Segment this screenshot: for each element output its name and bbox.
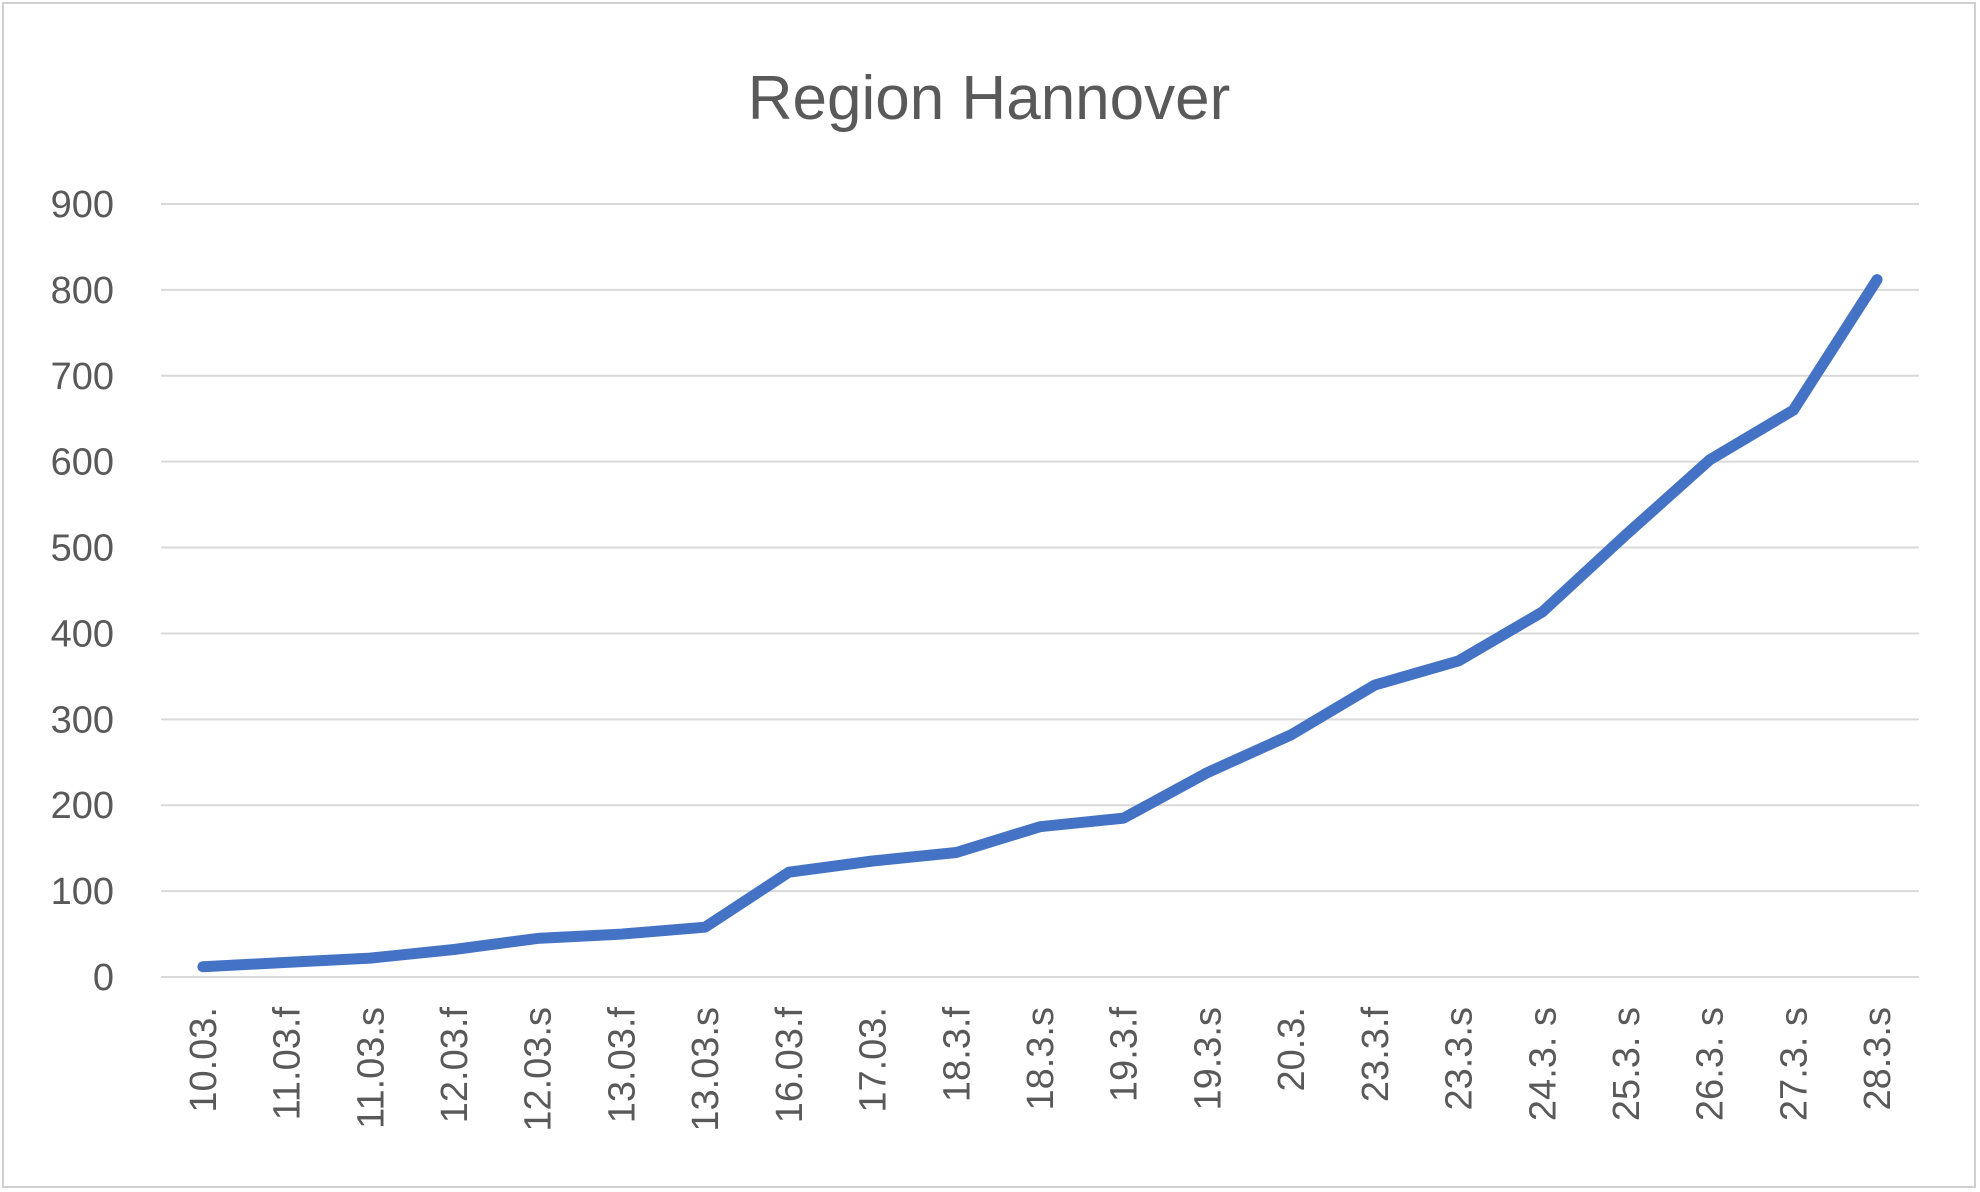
data-point [1541, 610, 1544, 613]
x-tick-label: 13.03.s [685, 1007, 727, 1132]
data-point [787, 871, 790, 874]
gridlines [161, 203, 1919, 978]
data-point [369, 957, 372, 960]
y-tick-label-800: 800 [51, 270, 114, 312]
x-tick-label: 17.03. [853, 1007, 895, 1113]
y-tick-label-900: 900 [51, 184, 114, 226]
data-point [1206, 771, 1209, 774]
series-layer [197, 274, 1883, 973]
data-point [1625, 533, 1627, 536]
data-point [1039, 825, 1041, 828]
y-tick-label-100: 100 [51, 871, 114, 913]
data-point [1373, 683, 1376, 686]
line-chart: Region Hannover 0 100 200 300 400 500 600 700 80… [51, 64, 1919, 1132]
y-tick-label-200: 200 [51, 785, 114, 827]
x-tick-label: 18.3.f [936, 1007, 978, 1103]
y-tick-label-700: 700 [51, 356, 114, 398]
x-tick-label: 27.3. s [1773, 1007, 1815, 1121]
x-tick-label: 13.03.f [601, 1007, 643, 1124]
x-tick-label: 23.3.f [1355, 1007, 1397, 1103]
x-tick-label: 10.03. [183, 1007, 225, 1113]
data-point [955, 851, 958, 854]
x-axis: 10.03. 11.03.f 11.03.s 12.03.f 12.03.s 13.03.… [183, 1007, 1899, 1132]
data-point [871, 860, 874, 863]
x-tick-label: 16.03.f [769, 1007, 811, 1124]
data-point [1876, 278, 1879, 281]
x-tick-label: 12.03.f [434, 1007, 476, 1124]
y-tick-label-600: 600 [51, 442, 114, 484]
x-tick-label: 19.3.s [1187, 1007, 1229, 1111]
x-tick-label: 20.3. [1271, 1007, 1313, 1092]
data-point [536, 937, 539, 940]
data-point [1792, 409, 1795, 412]
y-axis: 0 100 200 300 400 500 600 700 800 900 [51, 184, 114, 999]
data-point [1708, 458, 1711, 461]
data-point [1457, 659, 1460, 662]
data-point [620, 933, 623, 936]
series-line [197, 274, 1883, 973]
chart-title: Region Hannover [748, 64, 1231, 133]
data-point [1122, 817, 1125, 820]
x-tick-label: 12.03.s [518, 1007, 560, 1132]
data-point [704, 926, 707, 929]
data-point [285, 961, 288, 964]
x-tick-label: 24.3. s [1522, 1007, 1564, 1121]
y-tick-label-300: 300 [51, 699, 114, 741]
x-tick-label: 26.3. s [1690, 1007, 1732, 1121]
x-tick-label: 11.03.s [350, 1007, 392, 1129]
x-tick-label: 18.3.s [1020, 1007, 1062, 1111]
x-tick-label: 25.3. s [1606, 1007, 1648, 1121]
data-point [201, 965, 204, 968]
x-tick-label: 11.03.f [267, 1007, 309, 1121]
data-point [1290, 733, 1293, 736]
y-tick-label-500: 500 [51, 528, 114, 570]
x-tick-label: 28.3.s [1857, 1007, 1899, 1111]
y-tick-label-400: 400 [51, 613, 114, 655]
x-tick-label: 23.3.s [1439, 1007, 1481, 1111]
x-tick-label: 19.3.f [1104, 1007, 1146, 1103]
data-point [453, 948, 455, 951]
y-tick-label-0: 0 [93, 957, 114, 999]
